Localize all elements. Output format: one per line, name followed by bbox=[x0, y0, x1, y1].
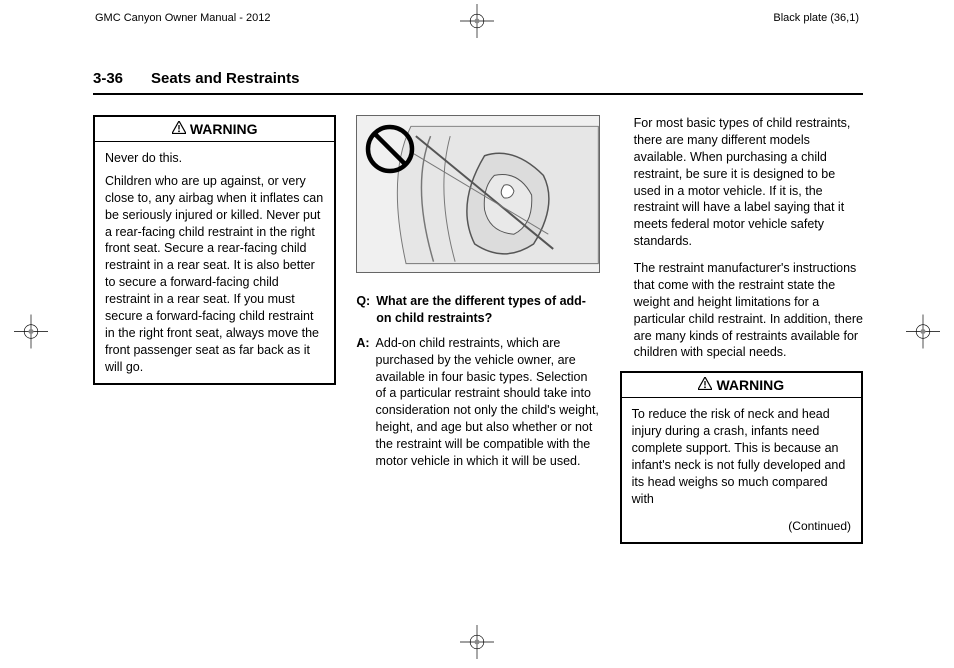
prohibition-icon bbox=[365, 124, 415, 179]
a-text: Add-on child restraints, which are purch… bbox=[376, 335, 600, 470]
warning-body-1: Never do this. Children who are up again… bbox=[95, 142, 334, 383]
header-right: Black plate (36,1) bbox=[773, 12, 859, 24]
col3-text: For most basic types of child restraints… bbox=[620, 115, 863, 361]
warning1-p2: Children who are up against, or very clo… bbox=[105, 173, 324, 376]
continued-label: (Continued) bbox=[632, 514, 851, 534]
q-label: Q: bbox=[356, 293, 370, 327]
col3-p2: The restraint manufacturer's instruction… bbox=[620, 260, 863, 361]
warning-box-1: WARNING Never do this. Children who are … bbox=[93, 115, 336, 385]
registration-mark-bottom bbox=[460, 625, 494, 664]
column-2: Q: What are the different types of add-o… bbox=[356, 115, 599, 544]
registration-mark-left bbox=[14, 315, 48, 354]
page: GMC Canyon Owner Manual - 2012 Black pla… bbox=[0, 0, 954, 668]
qa-question: Q: What are the different types of add-o… bbox=[356, 293, 599, 327]
qa-block: Q: What are the different types of add-o… bbox=[356, 293, 599, 470]
column-1: WARNING Never do this. Children who are … bbox=[93, 115, 336, 544]
col3-p1: For most basic types of child restraints… bbox=[620, 115, 863, 250]
content: 3-36 Seats and Restraints WARNING Never … bbox=[93, 70, 863, 544]
warning-header-1: WARNING bbox=[95, 117, 334, 142]
column-3: For most basic types of child restraints… bbox=[620, 115, 863, 544]
header-left: GMC Canyon Owner Manual - 2012 bbox=[95, 12, 270, 24]
warning-triangle-icon bbox=[172, 121, 186, 137]
child-seat-illustration bbox=[356, 115, 599, 273]
warning-triangle-icon bbox=[698, 377, 712, 393]
warning-box-2: WARNING To reduce the risk of neck and h… bbox=[620, 371, 863, 543]
qa-answer: A: Add-on child restraints, which are pu… bbox=[356, 335, 599, 470]
section-header: 3-36 Seats and Restraints bbox=[93, 70, 863, 95]
q-text: What are the different types of add-on c… bbox=[376, 293, 599, 327]
warning-label-2: WARNING bbox=[716, 377, 784, 393]
page-number: 3-36 bbox=[93, 70, 123, 87]
registration-mark-right bbox=[906, 315, 940, 354]
registration-mark-top bbox=[460, 4, 494, 43]
columns: WARNING Never do this. Children who are … bbox=[93, 115, 863, 544]
section-title: Seats and Restraints bbox=[151, 70, 299, 87]
a-label: A: bbox=[356, 335, 369, 470]
warning2-body: To reduce the risk of neck and head inju… bbox=[632, 406, 851, 507]
warning-header-2: WARNING bbox=[622, 373, 861, 398]
warning1-p1: Never do this. bbox=[105, 150, 324, 167]
warning-body-2: To reduce the risk of neck and head inju… bbox=[622, 398, 861, 541]
warning-label-1: WARNING bbox=[190, 121, 258, 137]
